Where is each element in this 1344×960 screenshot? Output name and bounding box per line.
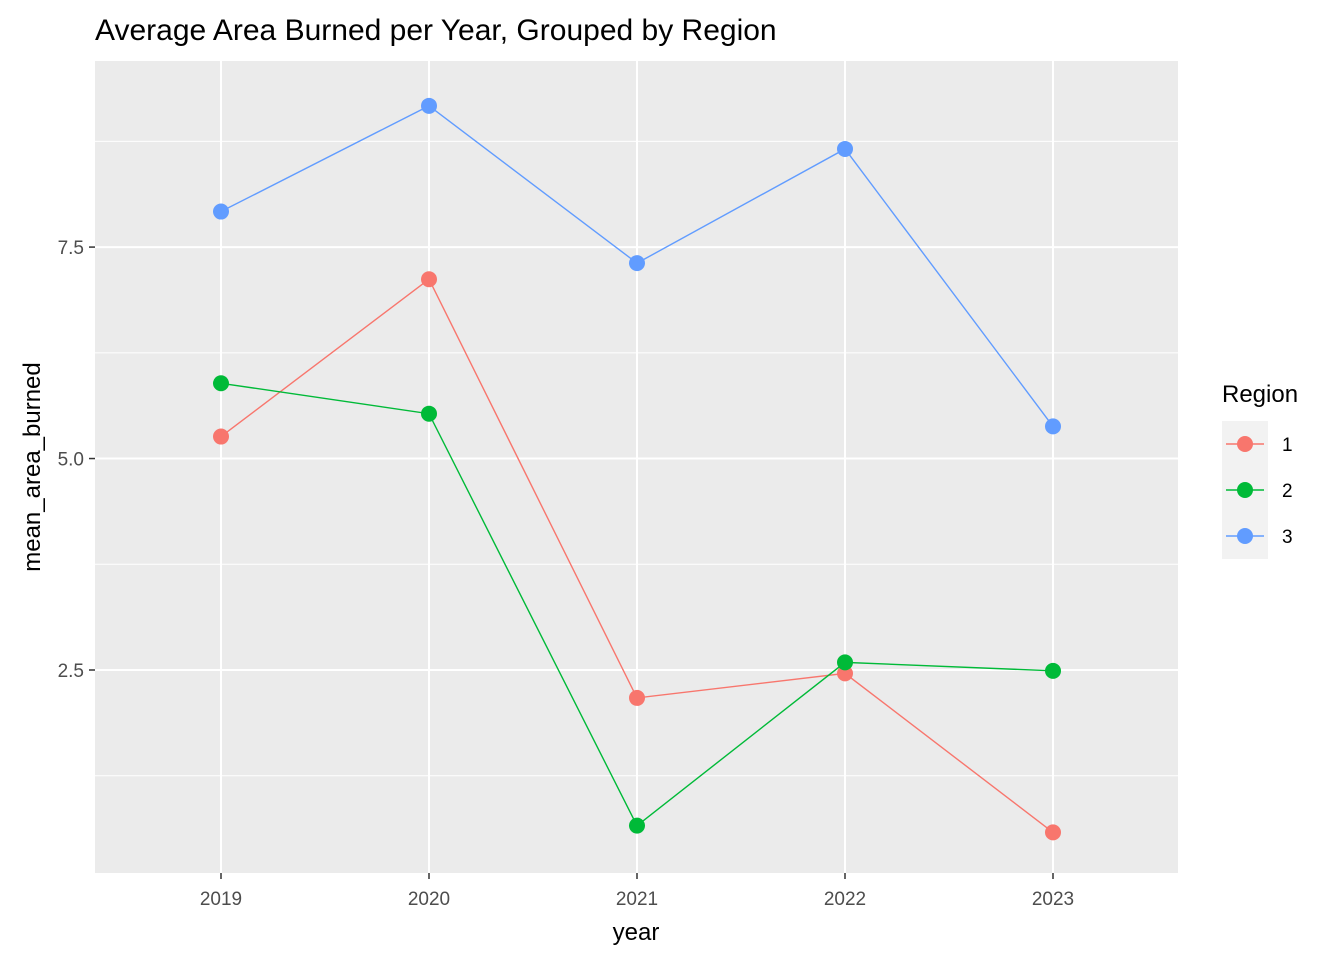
legend-label: 2 bbox=[1282, 481, 1293, 502]
data-point-region-1-2023 bbox=[1045, 824, 1061, 841]
data-point-region-3-2019 bbox=[213, 203, 229, 220]
data-point-region-1-2020 bbox=[421, 271, 437, 288]
x-tick-label: 2021 bbox=[616, 889, 658, 910]
chart-title: Average Area Burned per Year, Grouped by… bbox=[95, 14, 777, 47]
y-tick-label: 2.5 bbox=[58, 661, 84, 682]
legend-label: 3 bbox=[1282, 527, 1293, 548]
y-tick-label: 5.0 bbox=[58, 450, 84, 471]
legend-item-region-2: 2 bbox=[1222, 467, 1293, 513]
x-axis: 2019 2020 2021 2022 2023 bbox=[200, 873, 1074, 910]
data-point-region-2-2020 bbox=[421, 405, 437, 422]
x-tick-label: 2019 bbox=[200, 889, 242, 910]
legend-key-point bbox=[1237, 482, 1253, 498]
legend-item-region-1: 1 bbox=[1222, 421, 1293, 467]
x-axis-title: year bbox=[613, 919, 660, 946]
data-point-region-1-2021 bbox=[629, 689, 645, 706]
x-tick-label: 2020 bbox=[408, 889, 450, 910]
data-point-region-1-2019 bbox=[213, 428, 229, 445]
data-point-region-3-2023 bbox=[1045, 418, 1061, 435]
y-axis-title: mean_area_burned bbox=[19, 362, 46, 572]
data-point-region-2-2021 bbox=[629, 817, 645, 834]
data-point-region-3-2021 bbox=[629, 255, 645, 272]
legend-key-point bbox=[1237, 528, 1253, 544]
legend: Region 1 2 3 bbox=[1222, 381, 1298, 559]
x-tick-label: 2023 bbox=[1032, 889, 1074, 910]
legend-item-region-3: 3 bbox=[1222, 513, 1293, 559]
y-tick-label: 7.5 bbox=[58, 238, 84, 259]
data-point-region-2-2019 bbox=[213, 375, 229, 392]
y-axis: 2.5 5.0 7.5 bbox=[58, 238, 95, 682]
data-point-region-3-2020 bbox=[421, 97, 437, 114]
legend-title: Region bbox=[1222, 381, 1298, 408]
legend-label: 1 bbox=[1282, 435, 1293, 456]
data-point-region-2-2023 bbox=[1045, 662, 1061, 679]
grid-lines bbox=[95, 61, 1178, 873]
x-tick-label: 2022 bbox=[824, 889, 866, 910]
data-point-region-2-2022 bbox=[837, 654, 853, 671]
data-point-region-1-2022 bbox=[837, 665, 853, 682]
series-points bbox=[213, 97, 1061, 841]
legend-key-point bbox=[1237, 436, 1253, 452]
data-point-region-3-2022 bbox=[837, 140, 853, 157]
